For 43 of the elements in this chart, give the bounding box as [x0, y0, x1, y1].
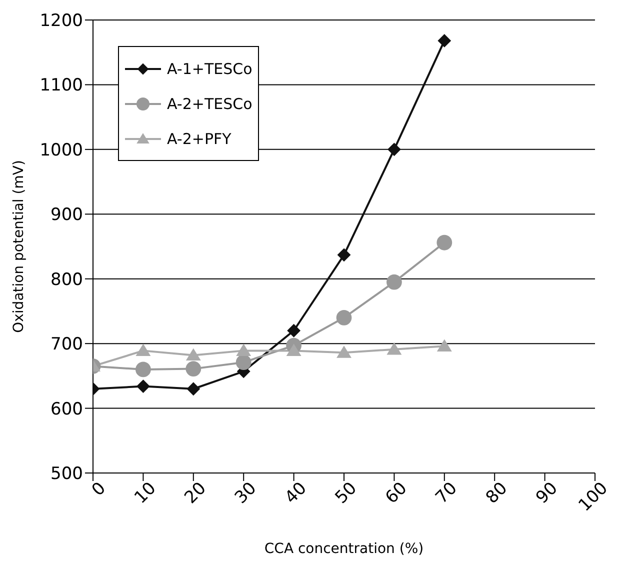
- point: [136, 362, 151, 378]
- y-axis-title: Oxidation potential (mV): [10, 160, 27, 333]
- y-tick-label: 1000: [40, 140, 83, 160]
- legend-label: A-2+PFY: [167, 130, 232, 148]
- y-tick-label: 900: [50, 205, 83, 226]
- y-tick-label: 1100: [40, 76, 83, 96]
- x-tick-label: 60: [382, 478, 412, 508]
- y-tick-label: 1200: [40, 11, 83, 32]
- point: [387, 342, 402, 355]
- legend-label: A-1+TESCo: [167, 60, 252, 78]
- x-tick-label: 40: [281, 478, 311, 508]
- x-tick-label: 50: [332, 478, 361, 508]
- x-tick-label: 0: [88, 478, 110, 500]
- point: [136, 380, 150, 393]
- point: [386, 274, 402, 290]
- x-tick-label: 20: [180, 478, 210, 508]
- point: [186, 382, 200, 396]
- point: [286, 344, 301, 356]
- point: [136, 344, 150, 356]
- y-tick-label: 800: [50, 270, 83, 290]
- point: [338, 248, 350, 262]
- x-tick-label: 100: [574, 478, 612, 516]
- y-tick-label: 700: [50, 334, 83, 355]
- x-tick-label: 80: [482, 478, 512, 508]
- point: [388, 142, 401, 156]
- point: [438, 34, 451, 48]
- x-tick-label: 90: [532, 478, 562, 508]
- legend-label: A-2+TESCo: [167, 94, 252, 112]
- x-axis-title: CCA concentration (%): [264, 541, 424, 557]
- x-tick-label: 70: [432, 478, 462, 508]
- point: [287, 324, 300, 338]
- x-tick-label: 10: [130, 478, 160, 508]
- point: [186, 348, 200, 361]
- point: [436, 234, 452, 250]
- point: [336, 310, 352, 326]
- point: [236, 344, 251, 356]
- point: [336, 346, 352, 358]
- point: [236, 354, 252, 370]
- point: [437, 340, 452, 352]
- y-tick-label: 500: [50, 464, 83, 484]
- point: [186, 361, 202, 377]
- x-tick-label: 30: [231, 478, 261, 508]
- y-tick-label: 600: [50, 399, 83, 420]
